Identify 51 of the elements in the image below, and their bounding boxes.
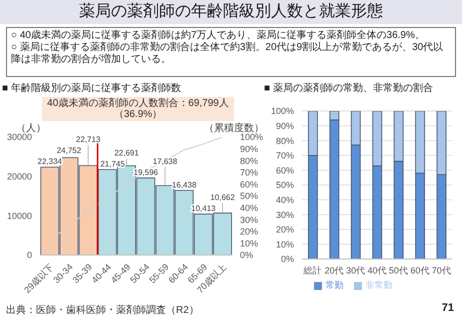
y-tick-label: 50% [276,180,294,190]
y2-tick-label: 60% [240,179,258,190]
data-label: 17,638 [152,156,178,166]
data-label: 22,691 [114,148,140,158]
y-tick-label: 0 [26,250,32,260]
y2-tick-label: 80% [240,156,258,166]
source-note: 出典：医師・歯科医師・薬剤師調査（R2） [6,304,199,317]
data-label: 24,752 [56,146,82,156]
y-tick-label: 20% [276,224,294,235]
y2-tick-label: 10% [240,238,258,248]
y2-tick-label: 100% [240,132,264,142]
y-tick-label: 10% [276,239,294,250]
y-tick-label: 70% [276,150,294,161]
data-label: 16,438 [172,180,197,190]
y2-tick-label: 50% [240,191,258,202]
y-tick-label: 40% [276,194,294,205]
y-tick-label: 60% [276,165,294,176]
y-tick-label: 30% [276,210,294,220]
y-tick-label: 30000 [6,132,32,142]
chart-title: ■ 薬局の薬剤師の常勤、非常勤の割合 [264,82,434,95]
x-tick-label: 70代 [432,265,451,276]
chart-subtitle: ■ 年齢階級別の薬局に従事する薬剤師数 [2,82,182,95]
y-tick-label: 10000 [6,210,32,221]
y-tick-label: 80% [276,136,294,146]
y2-tick-label: 20% [240,226,258,237]
text: 71 [442,302,454,314]
legend-label: 常勤 [326,280,344,290]
x-tick-label: 50代 [388,265,408,276]
y2-tick-label: 90% [240,144,258,154]
y2-tick-label: 70% [240,168,258,178]
y2-tick-label: 0% [240,250,254,260]
data-label: 21,745 [100,159,126,168]
x-tick-label: 40代 [367,265,387,276]
x-tick-label: 総計 [302,265,322,276]
y-tick-label: 0% [280,254,294,264]
x-tick-label: 20代 [324,265,344,276]
y2-tick-label: 40% [240,202,258,213]
y2-tick-label: 30% [240,214,258,225]
y-axis-title: （人） [16,122,46,134]
x-tick-label: 60代 [410,265,430,276]
data-label: 10,662 [210,193,236,202]
y-tick-label: 100% [270,106,294,116]
y2-axis-title: （累積度数） [204,122,264,134]
text: ○ 40歳未満の薬局に従事する薬剤師は約7万人であり、薬局に従事する薬剤師全体の36.9%。 [11,30,426,42]
y-tick-label: 90% [276,120,294,131]
text: 40歳未満の薬剤師の人数割合：69,799人（36.9%） [42,97,234,121]
legend-label: 非常勤 [366,280,392,290]
chart-title: 薬局の薬剤師の年齢階級別人数と就業形態 [0,0,462,24]
y-tick-label: 20000 [6,172,32,182]
text: ○ 薬局に従事する薬剤師の非常勤の割合は全体で約3割。20代は9割以上が常勤であるが、30代以降は非常勤の割合が増加している。 [11,42,444,66]
x-tick-label: 30代 [346,265,366,276]
